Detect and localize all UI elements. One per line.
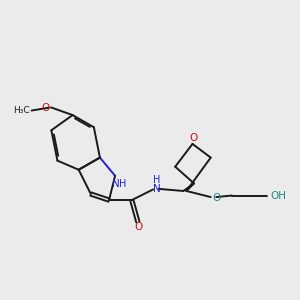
Text: O: O <box>134 222 142 232</box>
Text: H₃C: H₃C <box>14 106 30 115</box>
Text: O: O <box>189 133 197 143</box>
Text: H: H <box>119 179 127 189</box>
Text: O: O <box>42 103 50 112</box>
Text: N: N <box>153 184 161 194</box>
Text: O: O <box>212 193 220 203</box>
Text: OH: OH <box>270 191 286 201</box>
Text: N: N <box>112 179 120 189</box>
Text: H: H <box>153 176 161 185</box>
